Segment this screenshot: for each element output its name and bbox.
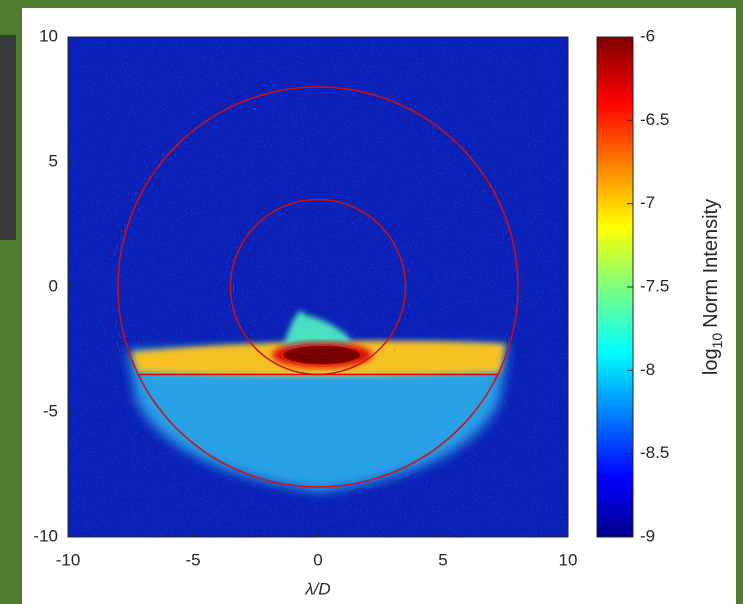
y-tick-label: 0 — [49, 276, 58, 295]
y-tick-label: -10 — [33, 526, 58, 545]
x-tick-label: 10 — [559, 550, 578, 569]
overlay-circle — [117, 86, 519, 488]
colorbar-label-rest: Norm Intensity — [700, 199, 722, 328]
colorbar-label-base: log — [700, 348, 722, 375]
photo-strip — [0, 35, 16, 240]
y-tick-label: 5 — [49, 151, 58, 170]
colorbar-tick-label: -6 — [640, 26, 655, 45]
x-axis-label: λ/D — [304, 579, 330, 598]
colorbar-tick-label: -6.5 — [640, 110, 669, 129]
y-tick-label: -5 — [43, 401, 58, 420]
colorbar-tick-label: -7 — [640, 193, 655, 212]
x-tick-label: 0 — [313, 550, 322, 569]
colorbar-tick-label: -8 — [640, 360, 655, 379]
colorbar-tick-label: -8.5 — [640, 443, 669, 462]
colorbar-label: log10 Norm Intensity — [700, 199, 724, 375]
x-tick-label: -5 — [185, 550, 200, 569]
heatmap-image — [68, 37, 568, 537]
x-tick-label: 5 — [438, 550, 447, 569]
colorbar-tick-label: -7.5 — [640, 276, 669, 295]
colorbar-tick-label: -9 — [640, 526, 655, 545]
x-tick-label: -10 — [56, 550, 81, 569]
y-tick-label: 10 — [39, 26, 58, 45]
colorbar-label-sub: 10 — [709, 333, 725, 349]
